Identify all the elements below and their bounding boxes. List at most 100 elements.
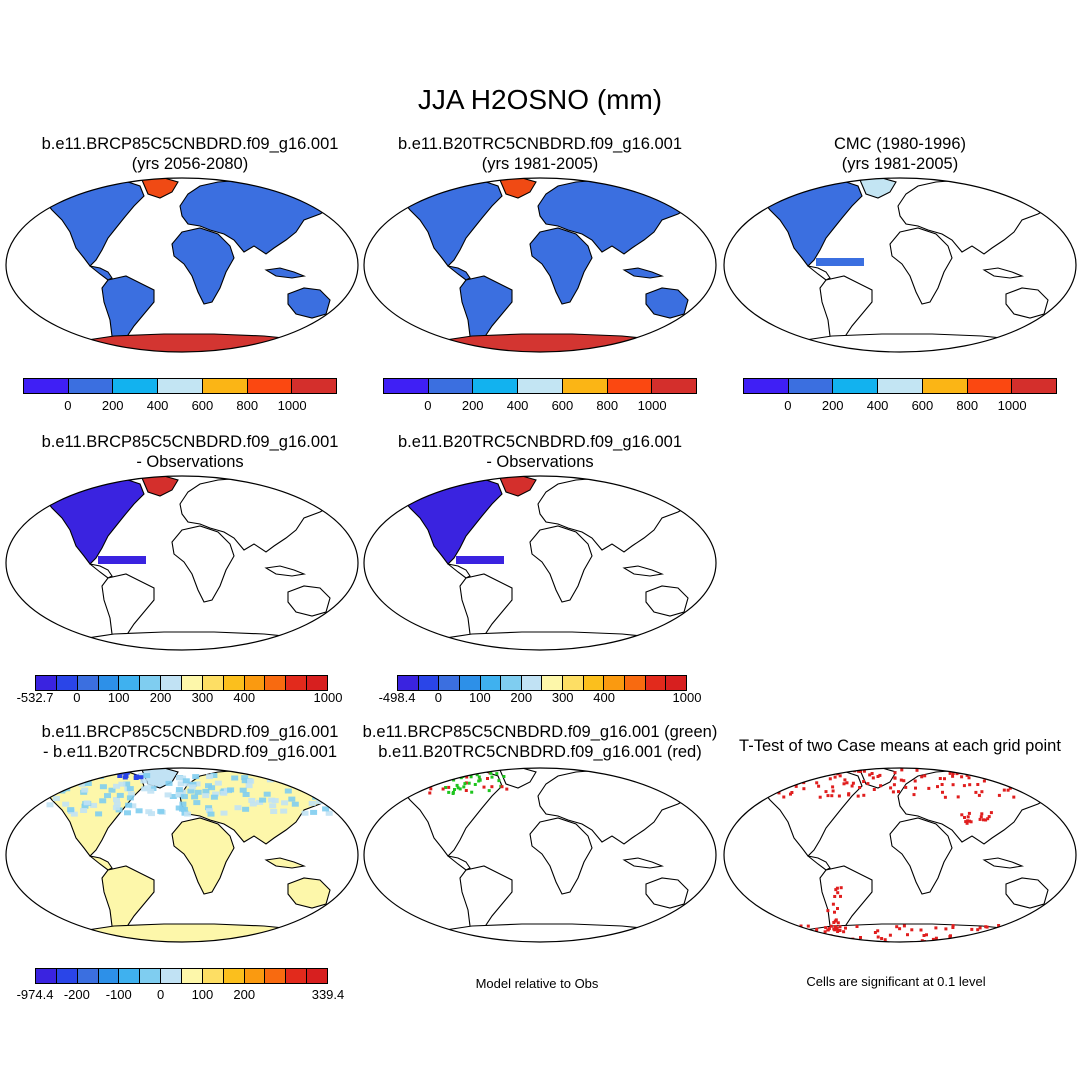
- signif-cell: [844, 926, 847, 930]
- signif-cell: [789, 792, 792, 796]
- signif-cell: [1006, 788, 1010, 792]
- signif-cell: [997, 793, 1001, 797]
- diff-cell: [293, 779, 301, 785]
- colorbar-cell: [68, 379, 114, 393]
- signif-cell: [792, 929, 796, 933]
- colorbar-cell: [307, 676, 328, 690]
- signif-cell: [1041, 786, 1045, 790]
- panel-title: b.e11.B20TRC5CNBDRD.f09_g16.001: [397, 433, 683, 451]
- signif-cell: [1027, 788, 1031, 792]
- signif-cell: [791, 771, 795, 775]
- diff-cell: [81, 803, 89, 809]
- map-border: [363, 177, 717, 353]
- signif-cell: [835, 886, 839, 890]
- signif-cell: [986, 817, 990, 821]
- colorbar-tick-label: 200: [821, 398, 844, 413]
- signif-cell: [453, 788, 456, 791]
- signif-cell: [434, 773, 438, 777]
- diff-cell: [147, 781, 155, 787]
- diff-cell: [46, 802, 54, 808]
- world-map: [723, 177, 1077, 353]
- land-australia: [1005, 287, 1049, 319]
- signif-cell: [1016, 775, 1020, 779]
- signif-cell: [856, 794, 860, 798]
- signif-cell: [831, 902, 835, 906]
- land-namerica: [43, 477, 145, 565]
- diff-cell: [144, 785, 152, 791]
- signif-cell: [914, 786, 917, 790]
- colorbar-cell: [604, 676, 626, 690]
- diff-cell: [291, 801, 299, 807]
- signif-cell: [1030, 781, 1033, 784]
- diff-cell: [67, 807, 75, 813]
- diff-cell: [104, 793, 111, 799]
- diff-cell: [70, 811, 78, 817]
- land-camerica: [447, 265, 471, 281]
- signif-cell: [951, 772, 955, 775]
- colorbar-tick-label: 400: [593, 690, 615, 705]
- colorbar-cell: [24, 379, 69, 393]
- land-greenland: [499, 178, 537, 199]
- land-samerica: [459, 865, 513, 935]
- panel-note: Model relative to Obs: [475, 976, 599, 991]
- signif-cell: [824, 790, 828, 794]
- diff-cell: [259, 797, 267, 803]
- signif-cell: [968, 819, 971, 823]
- panel-title: CMC (1980-1996): [833, 135, 967, 153]
- signif-cell: [1002, 775, 1006, 779]
- signif-cell: [487, 789, 491, 793]
- signif-cell: [829, 924, 833, 928]
- diff-cell: [207, 811, 215, 817]
- land-indonesia: [622, 857, 665, 869]
- signif-cell: [1001, 768, 1005, 772]
- panel-subtitle: (yrs 1981-2005): [481, 155, 599, 173]
- diff-cell: [51, 778, 59, 784]
- signif-cell: [806, 773, 810, 776]
- signif-cell: [833, 936, 837, 940]
- signif-cell: [951, 924, 955, 928]
- diff-cell: [116, 792, 124, 798]
- signif-cell: [873, 931, 877, 934]
- signif-cell: [1031, 774, 1034, 778]
- signif-cell: [774, 773, 778, 777]
- diff-cell: [206, 774, 214, 780]
- diff-cell: [84, 781, 92, 786]
- diff-cell-strong: [100, 771, 106, 776]
- land-samerica: [101, 573, 155, 643]
- colorbar-cell: [98, 969, 120, 983]
- signif-cell: [495, 772, 499, 776]
- diff-cell: [210, 773, 218, 778]
- signif-cell: [1023, 780, 1026, 784]
- diff-cell: [281, 777, 289, 783]
- colorbar-tick-label: 300: [551, 690, 574, 705]
- diff-cell: [187, 788, 195, 794]
- colorbar-cell: [36, 676, 57, 690]
- signif-cell: [435, 777, 439, 781]
- signif-cell: [919, 928, 923, 932]
- signif-cell: [826, 928, 830, 932]
- signif-cell: [502, 775, 506, 778]
- diff-cell: [245, 783, 253, 789]
- colorbar-cell: [562, 379, 608, 393]
- land-samerica: [101, 865, 155, 935]
- colorbar-cell: [398, 676, 419, 690]
- signif-cell: [429, 775, 433, 779]
- signif-cell: [455, 783, 459, 787]
- signif-cell: [826, 909, 830, 913]
- signif-cell: [963, 816, 966, 819]
- diff-cell: [242, 792, 250, 797]
- colorbar-cell: [98, 676, 120, 690]
- signif-cell: [806, 924, 810, 928]
- signif-cell: [851, 781, 855, 785]
- colorbar-cell: [563, 676, 584, 690]
- signif-cell: [956, 795, 960, 799]
- diff-cell: [125, 802, 133, 808]
- signif-cell: [792, 772, 796, 776]
- signif-cell: [802, 787, 806, 791]
- signif-cell: [1039, 792, 1043, 796]
- colorbar-cell: [119, 676, 141, 690]
- signif-cell: [831, 768, 835, 772]
- land-indonesia: [622, 267, 665, 279]
- diff-cell: [164, 792, 172, 798]
- signif-cell: [876, 929, 880, 933]
